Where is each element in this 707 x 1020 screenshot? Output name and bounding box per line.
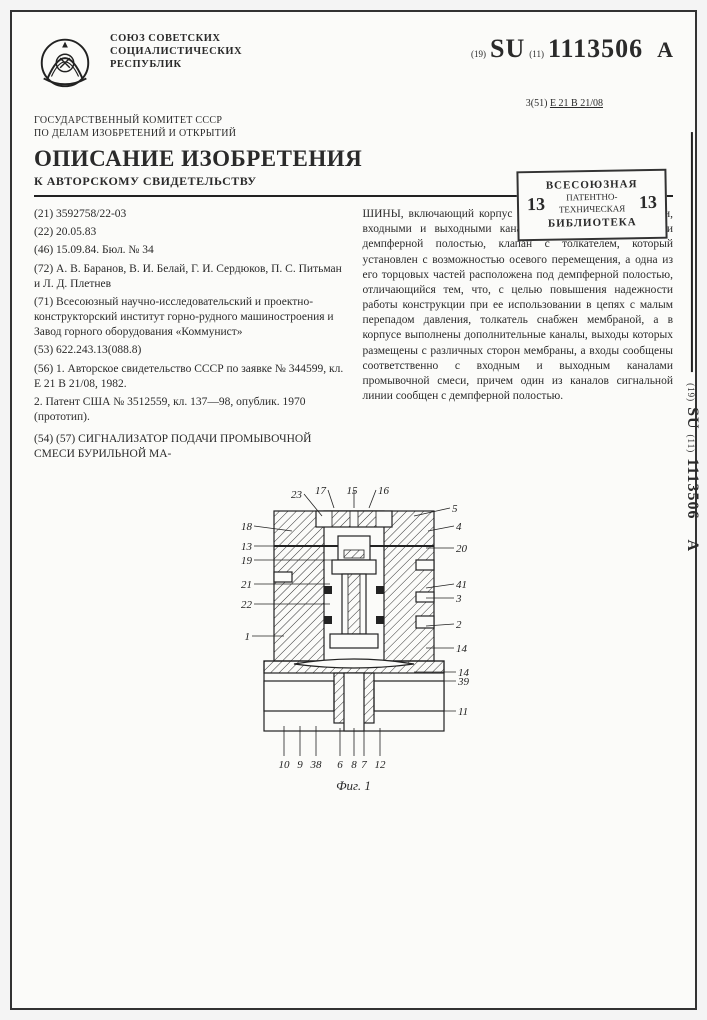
issuer-line: СОЮЗ СОВЕТСКИХ (110, 32, 457, 45)
issuer-line: СОЦИАЛИСТИЧЕСКИХ (110, 45, 457, 58)
abstract-cont: ШИНЫ, (363, 208, 404, 220)
side-tab: (19) SU (11) 1113506 A (683, 132, 701, 552)
pub-number: 1113506 (548, 34, 643, 63)
sidetab-cc: SU (684, 407, 701, 429)
field-22: (22) 20.05.83 (34, 225, 345, 240)
field-56a: (56) 1. Авторское свидетельство СССР по … (34, 362, 345, 392)
svg-text:14: 14 (458, 667, 470, 679)
svg-text:23: 23 (291, 489, 303, 501)
right-column: ШИНЫ, включающий корпус с каналами сигна… (363, 207, 674, 466)
doc-title-main: ОПИСАНИЕ ИЗОБРЕТЕНИЯ (34, 146, 673, 172)
sidetab-11: (11) (686, 435, 696, 454)
svg-text:7: 7 (361, 759, 367, 771)
svg-text:1: 1 (244, 631, 250, 643)
figure-drawing: 2317151654204132141813192122139141110938… (204, 476, 504, 776)
state-emblem (34, 30, 96, 92)
svg-text:19: 19 (241, 555, 253, 567)
field-72: (72) А. В. Баранов, В. И. Белай, Г. И. С… (34, 262, 345, 292)
committee-line: ГОСУДАРСТВЕННЫЙ КОМИТЕТ СССР (34, 115, 673, 128)
sidetab-19: (19) (686, 383, 696, 402)
svg-text:8: 8 (351, 759, 357, 771)
stamp-mid: ПАТЕНТНО- ТЕХНИЧЕСКАЯ (545, 191, 639, 216)
stamp-num: 13 (527, 193, 545, 217)
svg-text:5: 5 (452, 503, 458, 515)
committee-line: ПО ДЕЛАМ ИЗОБРЕТЕНИЙ И ОТКРЫТИЙ (34, 128, 673, 141)
svg-text:17: 17 (315, 485, 327, 497)
field-56b: 2. Патент США № 3512559, кл. 137—98, опу… (34, 395, 345, 425)
svg-text:4: 4 (456, 521, 462, 533)
svg-text:11: 11 (458, 706, 468, 718)
svg-text:6: 6 (337, 759, 343, 771)
svg-text:38: 38 (309, 759, 322, 771)
invention-title: (54) (57) СИГНАЛИЗАТОР ПОДАЧИ ПРОМЫВОЧНО… (34, 432, 345, 462)
issuer-name: СОЮЗ СОВЕТСКИХ СОЦИАЛИСТИЧЕСКИХ РЕСПУБЛИ… (110, 30, 457, 71)
title-codes: (54) (57) (34, 433, 75, 445)
svg-text:9: 9 (297, 759, 303, 771)
library-stamp: ВСЕСОЮЗНАЯ 13 ПАТЕНТНО- ТЕХНИЧЕСКАЯ 13 Б… (516, 169, 667, 242)
svg-text:15: 15 (346, 485, 358, 497)
left-column: (21) 3592758/22-03 (22) 20.05.83 (46) 15… (34, 207, 345, 466)
svg-text:3: 3 (455, 593, 462, 605)
issuer-line: РЕСПУБЛИК (110, 58, 457, 71)
svg-text:16: 16 (378, 485, 390, 497)
body-columns: (21) 3592758/22-03 (22) 20.05.83 (46) 15… (34, 207, 673, 466)
svg-text:13: 13 (241, 541, 253, 553)
sidetab-suf: A (684, 539, 701, 552)
field-21: (21) 3592758/22-03 (34, 207, 345, 222)
figure-1: 2317151654204132141813192122139141110938… (34, 476, 673, 794)
pub-suffix: A (657, 37, 673, 62)
patent-page: { "header": { "issuer_line1": "СОЮЗ СОВЕ… (10, 10, 697, 1010)
field-71: (71) Всесоюзный научно-исследовательский… (34, 295, 345, 341)
svg-text:10: 10 (278, 759, 290, 771)
field-53: (53) 622.243.13(088.8) (34, 343, 345, 358)
stamp-num: 13 (639, 191, 657, 215)
title-text: СИГНАЛИЗАТОР ПОДАЧИ ПРОМЫВОЧНОЙ СМЕСИ БУ… (34, 433, 312, 460)
ipc-code: E 21 B 21/08 (550, 98, 603, 109)
svg-text:21: 21 (241, 579, 252, 591)
svg-text:22: 22 (241, 599, 253, 611)
svg-text:14: 14 (456, 643, 468, 655)
figure-caption: Фиг. 1 (34, 778, 673, 794)
stamp-line: БИБЛИОТЕКА (527, 215, 657, 232)
header-row: СОЮЗ СОВЕТСКИХ СОЦИАЛИСТИЧЕСКИХ РЕСПУБЛИ… (34, 30, 673, 92)
country-code: SU (490, 34, 525, 63)
svg-text:12: 12 (374, 759, 386, 771)
ipc-prefix: 3(51) (526, 98, 548, 109)
svg-text:41: 41 (456, 579, 467, 591)
svg-text:18: 18 (241, 521, 253, 533)
field-46: (46) 15.09.84. Бюл. № 34 (34, 243, 345, 258)
code-11: (11) (529, 49, 544, 59)
committee-name: ГОСУДАРСТВЕННЫЙ КОМИТЕТ СССР ПО ДЕЛАМ ИЗ… (34, 115, 673, 140)
ipc-line: 3(51) E 21 B 21/08 (34, 98, 673, 109)
code-19: (19) (471, 49, 486, 59)
publication-number: (19) SU (11) 1113506 A (471, 30, 673, 64)
svg-text:2: 2 (456, 619, 462, 631)
svg-text:20: 20 (456, 543, 468, 555)
emblem-icon (34, 30, 96, 92)
sidetab-num: 1113506 (684, 458, 701, 519)
